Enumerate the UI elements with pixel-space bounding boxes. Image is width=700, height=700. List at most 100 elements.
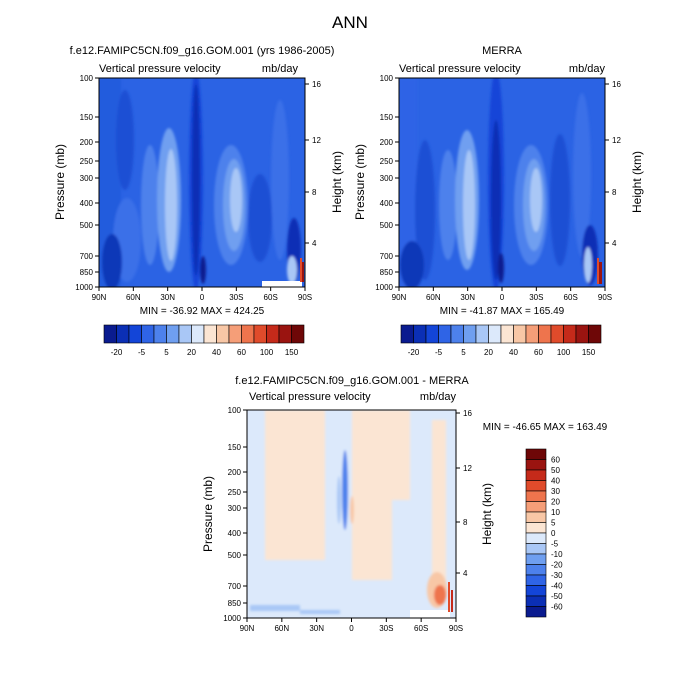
colorbar-swatch <box>525 606 547 618</box>
y-tick-label: 700 <box>380 252 394 261</box>
colorbar-swatch <box>525 459 547 471</box>
colorbar-swatch <box>525 543 547 555</box>
x-tick-label: 30N <box>309 624 324 633</box>
y-tick-label: 850 <box>380 268 394 277</box>
y2-tick-label: 12 <box>612 136 621 145</box>
colorbar-label: 30 <box>551 487 560 496</box>
y-tick-label: 500 <box>380 221 394 230</box>
colorbar-label: 60 <box>551 456 560 465</box>
panel-model: f.e12.FAMIPC5CN.f09_g16.GOM.001 (yrs 198… <box>53 45 344 357</box>
colorbar-model: -20 -5 5 20 40 60 100 150 <box>103 324 305 357</box>
variable-label: Vertical pressure velocity <box>99 63 221 75</box>
panel-title: MERRA <box>482 45 522 57</box>
x-tick-label: 60S <box>264 293 278 302</box>
y2-axis-label: Height (km) <box>330 151 344 213</box>
x-tick-label: 30S <box>529 293 543 302</box>
colorbar-label: 100 <box>260 348 274 357</box>
colorbar-swatch <box>166 324 180 344</box>
colorbar-swatch <box>525 532 547 544</box>
x-tick-label: 60N <box>126 293 141 302</box>
colorbar-swatch <box>128 324 142 344</box>
colorbar-swatch <box>291 324 305 344</box>
colorbar-swatch <box>278 324 292 344</box>
colorbar-swatch <box>563 324 577 344</box>
colorbar-label: 20 <box>187 348 196 357</box>
y-tick-label: 100 <box>380 74 394 83</box>
y-tick-label: 150 <box>80 113 94 122</box>
y2-axis-label: Height (km) <box>630 151 644 213</box>
colorbar-swatch <box>538 324 552 344</box>
colorbar-label: 150 <box>582 348 596 357</box>
y-tick-label: 100 <box>228 406 242 415</box>
y2-tick-label: 4 <box>612 239 617 248</box>
colorbar-swatch <box>513 324 527 344</box>
x-tick-label: 90S <box>298 293 312 302</box>
y-tick-label: 700 <box>80 252 94 261</box>
colorbar-swatch <box>525 469 547 481</box>
y2-tick-label: 4 <box>312 239 317 248</box>
colorbar-swatch <box>488 324 502 344</box>
contour-field <box>99 78 305 287</box>
y-tick-label: 500 <box>80 221 94 230</box>
colorbar-label: 5 <box>164 348 169 357</box>
colorbar-label: 150 <box>285 348 299 357</box>
y2-tick-label: 8 <box>463 518 468 527</box>
colorbar-swatch <box>253 324 267 344</box>
y2-tick-label: 16 <box>463 409 472 418</box>
y-axis-label: Pressure (mb) <box>53 144 67 220</box>
colorbar-swatch <box>153 324 167 344</box>
colorbar-label: 5 <box>461 348 466 357</box>
y-tick-label: 250 <box>80 157 94 166</box>
colorbar-label: -10 <box>551 550 563 559</box>
colorbar-label: 60 <box>237 348 246 357</box>
colorbar-label: -30 <box>551 571 563 580</box>
y2-tick-label: 16 <box>312 80 321 89</box>
colorbar-swatch <box>525 574 547 586</box>
colorbar-label: -20 <box>408 348 420 357</box>
colorbar-label: 40 <box>212 348 221 357</box>
colorbar-swatch <box>525 448 547 460</box>
stats-text: MIN = -41.87 MAX = 165.49 <box>440 306 565 317</box>
colorbar-swatch <box>116 324 130 344</box>
y-tick-label: 1000 <box>75 283 93 292</box>
y2-tick-label: 8 <box>612 188 617 197</box>
colorbar-swatch <box>500 324 514 344</box>
x-tick-label: 90S <box>598 293 612 302</box>
contour-field <box>399 78 605 287</box>
colorbar-swatch <box>141 324 155 344</box>
x-tick-label: 60N <box>274 624 289 633</box>
y-tick-label: 300 <box>380 174 394 183</box>
y-tick-label: 250 <box>380 157 394 166</box>
colorbar-label: 0 <box>551 529 556 538</box>
y-axis-label: Pressure (mb) <box>201 476 215 552</box>
x-tick-label: 0 <box>349 624 354 633</box>
y-tick-label: 400 <box>80 199 94 208</box>
colorbar-label: 5 <box>551 519 556 528</box>
panel-merra: MERRA Vertical pressure velocity mb/day <box>353 45 644 357</box>
units-label: mb/day <box>569 63 606 75</box>
variable-label: Vertical pressure velocity <box>399 63 521 75</box>
colorbar-label: 60 <box>534 348 543 357</box>
colorbar-merra: -20 -5 5 20 40 60 100 150 <box>400 324 602 357</box>
x-tick-label: 0 <box>200 293 205 302</box>
x-tick-label: 90N <box>392 293 407 302</box>
y2-tick-label: 4 <box>463 569 468 578</box>
y-tick-label: 850 <box>228 599 242 608</box>
colorbar-label: 10 <box>551 508 560 517</box>
y-tick-label: 300 <box>80 174 94 183</box>
colorbar-label: -20 <box>111 348 123 357</box>
colorbar-swatch <box>550 324 564 344</box>
figure-title: ANN <box>332 13 368 32</box>
colorbar-swatch <box>525 595 547 607</box>
colorbar-swatch <box>525 522 547 534</box>
y2-tick-label: 16 <box>612 80 621 89</box>
colorbar-label: 20 <box>484 348 493 357</box>
colorbar-label: -5 <box>551 540 559 549</box>
colorbar-swatch <box>103 324 117 344</box>
x-tick-label: 30S <box>229 293 243 302</box>
colorbar-label: -20 <box>551 561 563 570</box>
panel-title: f.e12.FAMIPC5CN.f09_g16.GOM.001 (yrs 198… <box>70 45 335 57</box>
variable-label: Vertical pressure velocity <box>249 391 371 403</box>
x-tick-label: 30N <box>160 293 175 302</box>
colorbar-label: 100 <box>557 348 571 357</box>
